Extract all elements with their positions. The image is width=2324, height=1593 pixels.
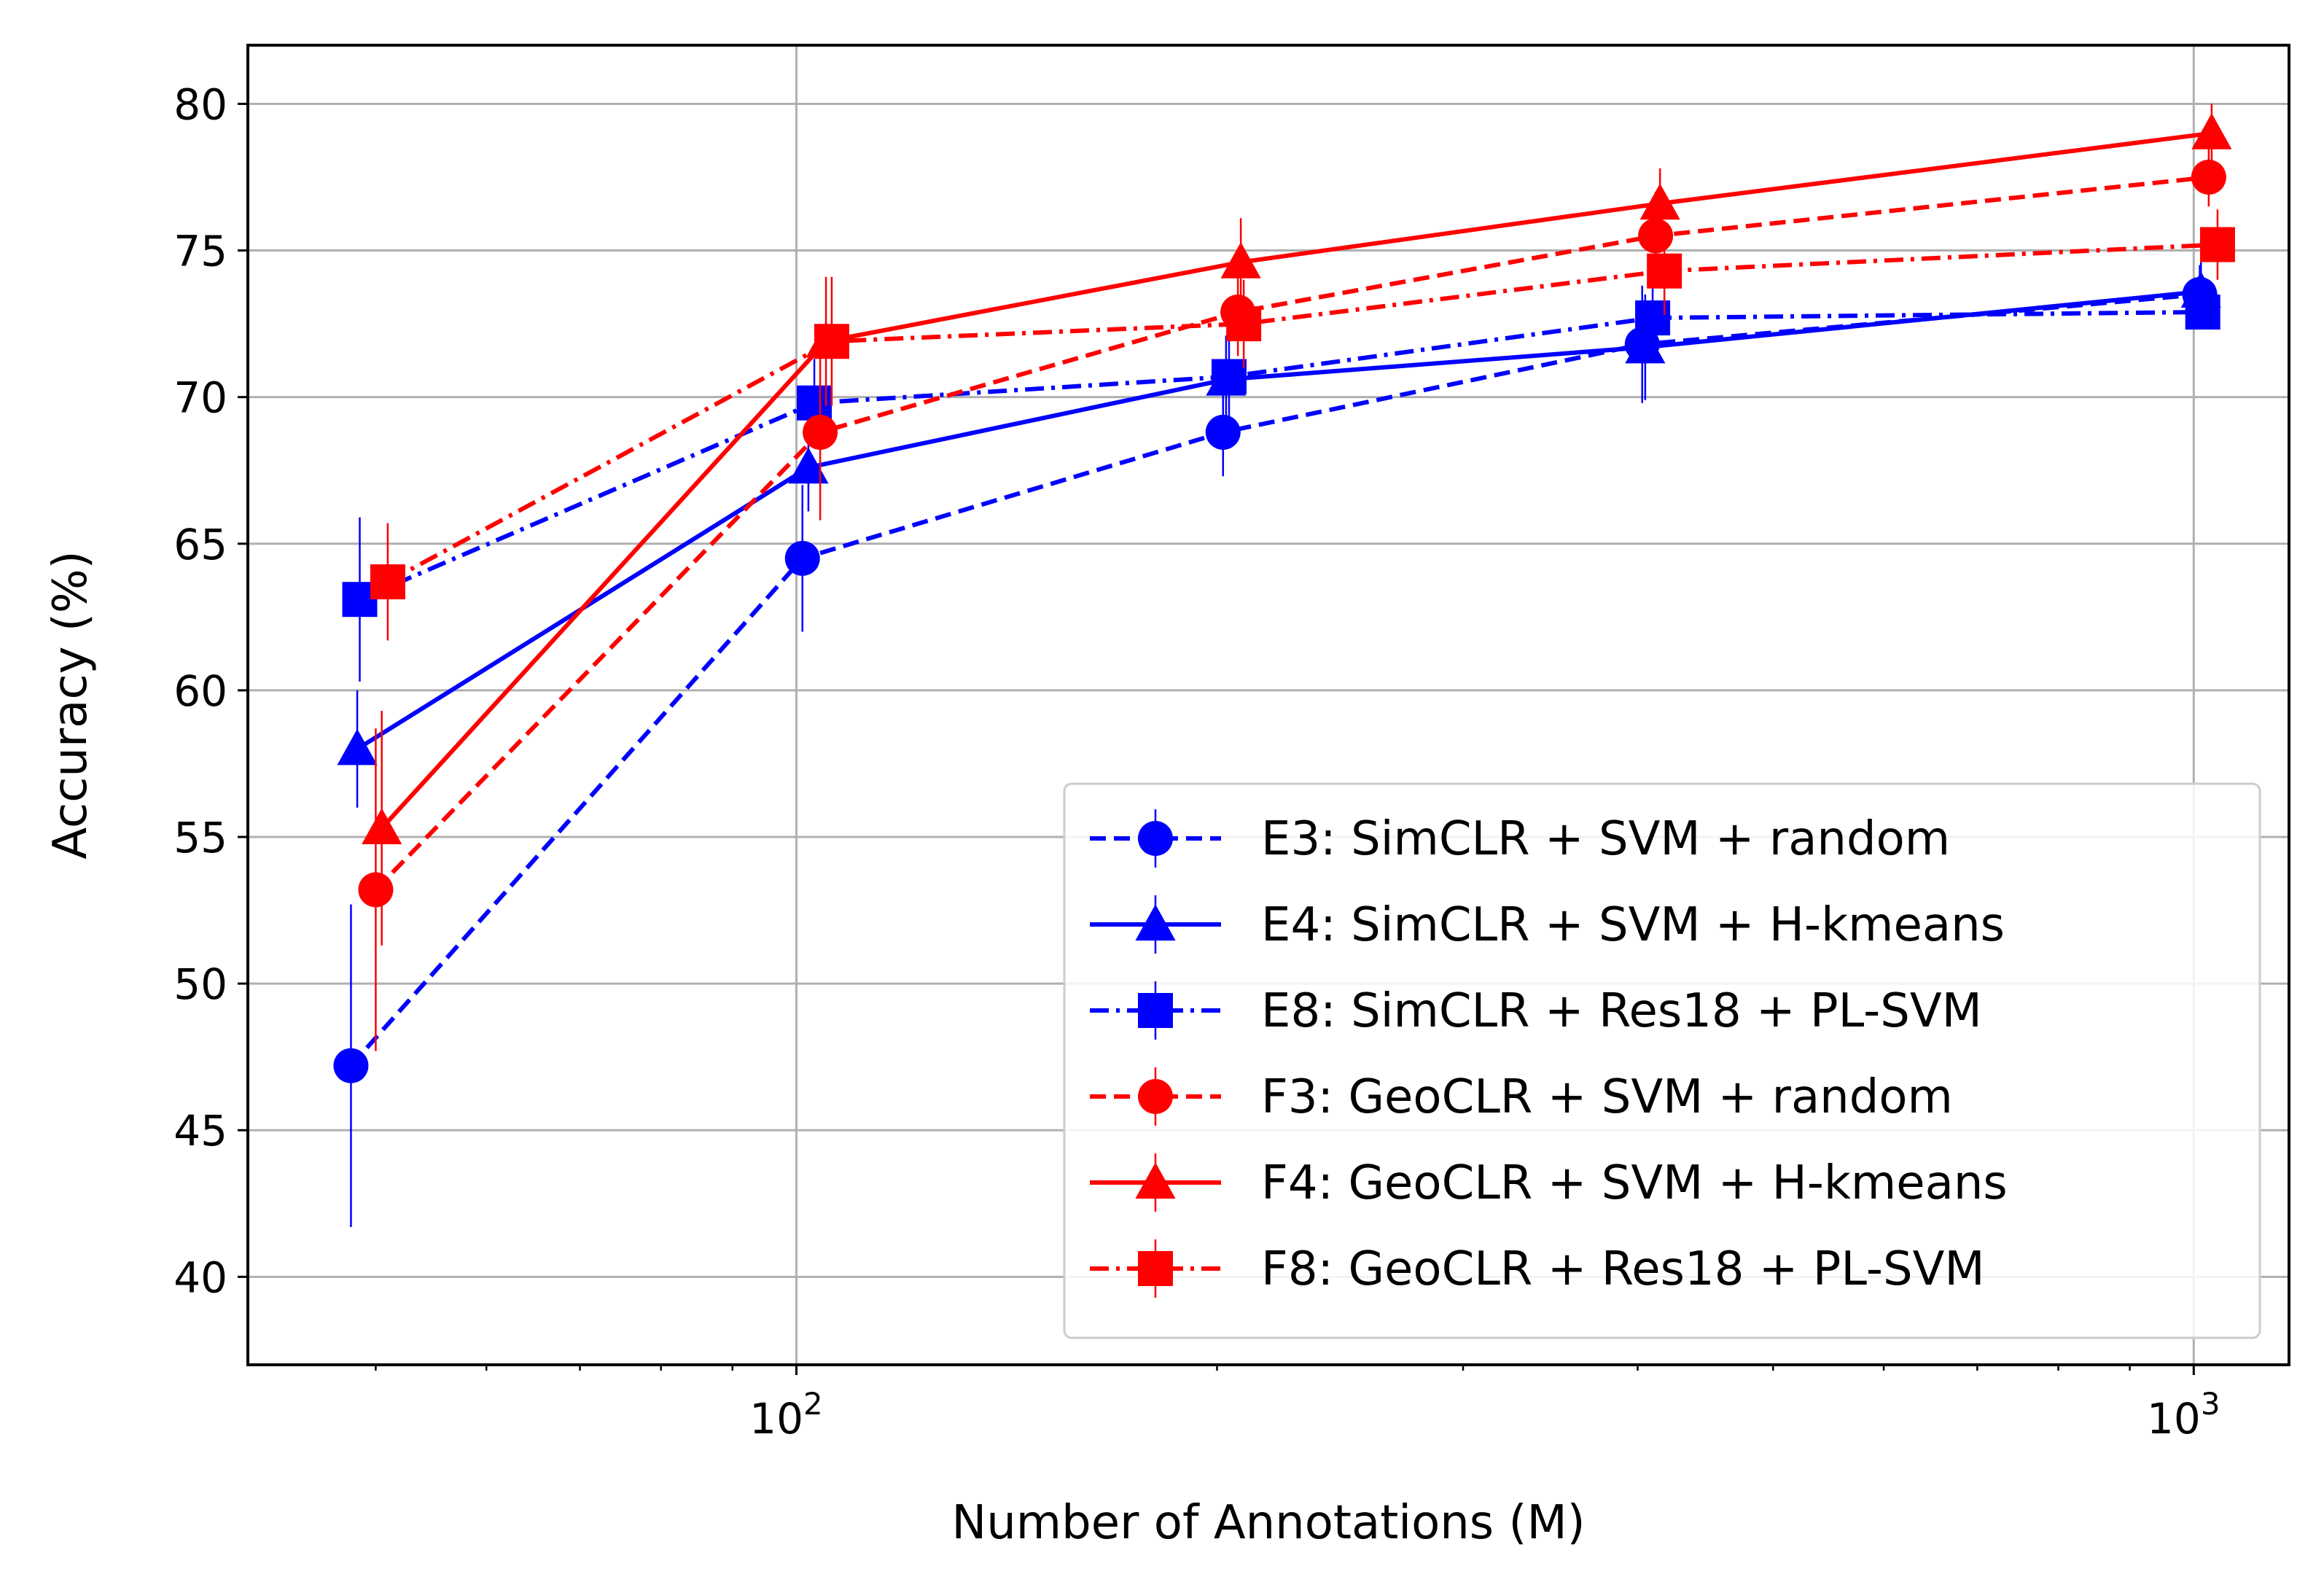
y-axis-label: Accuracy (%) — [44, 550, 98, 859]
data-point-square — [1211, 359, 1247, 394]
y-tick-label: 55 — [173, 813, 227, 862]
legend-label: F4: GeoCLR + SVM + H-kmeans — [1261, 1156, 2008, 1210]
data-point-circle — [1138, 821, 1173, 856]
legend-label: F3: GeoCLR + SVM + random — [1261, 1070, 1953, 1124]
legend-entry: F3: GeoCLR + SVM + random — [1090, 1067, 1953, 1126]
data-point-triangle — [1625, 327, 1666, 364]
y-tick-label: 70 — [173, 373, 227, 423]
y-tick-label: 80 — [173, 79, 227, 129]
data-point-triangle — [1639, 183, 1680, 220]
legend: E3: SimCLR + SVM + random E4: SimCLR + SV… — [1063, 782, 2261, 1339]
axis-ticks: 40 45 50 55 60 65 70 75 80 102 103 — [173, 79, 2220, 1444]
series-line — [386, 242, 2218, 584]
x-axis-label: Number of Annotations (M) — [951, 1496, 1585, 1550]
data-series — [333, 104, 2235, 1227]
data-point-triangle — [2191, 113, 2232, 149]
plot-frame — [246, 44, 2290, 1366]
y-tick-label: 40 — [173, 1253, 227, 1302]
data-point-circle — [1638, 218, 1674, 254]
data-point-square — [1138, 993, 1173, 1028]
x-tick-label: 103 — [2147, 1386, 2220, 1444]
data-point-circle — [803, 414, 838, 450]
legend-entry: E3: SimCLR + SVM + random — [1090, 809, 1950, 868]
data-point-circle — [1205, 414, 1241, 450]
data-point-circle — [784, 540, 820, 576]
series-f8 — [370, 209, 2235, 641]
data-point-square — [1647, 253, 1682, 289]
y-tick-label: 50 — [173, 959, 227, 1009]
data-point-square — [1138, 1251, 1173, 1286]
data-point-square — [1226, 306, 1262, 342]
y-tick-label: 45 — [173, 1106, 227, 1156]
legend-label: E8: SimCLR + Res18 + PL-SVM — [1261, 984, 1982, 1038]
y-tick-label: 65 — [173, 520, 227, 569]
legend-label: F8: GeoCLR + Res18 + PL-SVM — [1261, 1242, 1985, 1296]
legend-entry: F4: GeoCLR + SVM + H-kmeans — [1090, 1153, 2008, 1212]
legend-entry: E4: SimCLR + SVM + H-kmeans — [1090, 895, 2005, 954]
legend-entry: E8: SimCLR + Res18 + PL-SVM — [1090, 981, 1982, 1040]
data-point-circle — [333, 1048, 369, 1083]
data-point-square — [2185, 295, 2220, 330]
x-tick-label: 102 — [749, 1386, 823, 1444]
data-point-circle — [358, 872, 394, 908]
legend-box — [1063, 782, 2261, 1339]
data-point-circle — [1138, 1079, 1173, 1114]
data-point-triangle — [788, 447, 829, 484]
y-tick-label: 60 — [173, 666, 227, 716]
data-point-triangle — [337, 728, 378, 766]
y-tick-label: 75 — [173, 227, 227, 276]
data-point-circle — [2191, 160, 2226, 195]
data-point-square — [2199, 227, 2235, 262]
data-point-triangle — [362, 808, 402, 845]
data-point-triangle — [1135, 1162, 1176, 1199]
legend-label: E4: SimCLR + SVM + H-kmeans — [1261, 898, 2005, 952]
data-point-square — [370, 564, 405, 600]
data-point-triangle — [1135, 904, 1176, 941]
legend-label: E3: SimCLR + SVM + random — [1261, 812, 1950, 866]
data-point-square — [814, 324, 849, 359]
data-point-triangle — [1220, 242, 1261, 279]
legend-entry: F8: GeoCLR + Res18 + PL-SVM — [1090, 1239, 1985, 1298]
